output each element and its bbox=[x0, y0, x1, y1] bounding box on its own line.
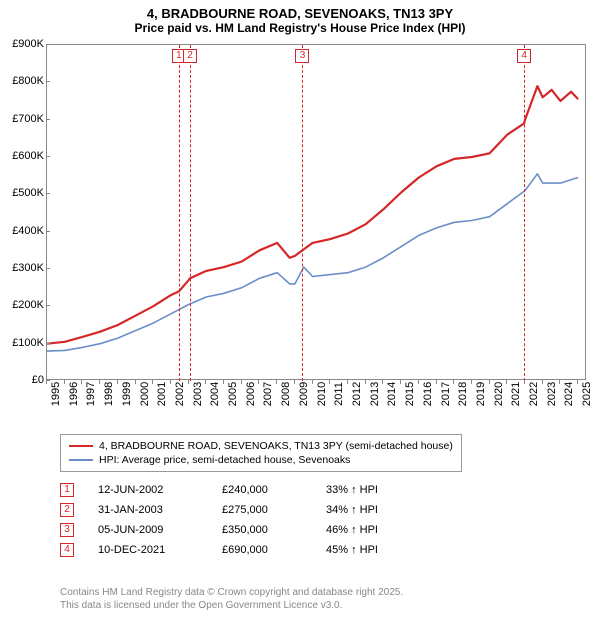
legend-item: 4, BRADBOURNE ROAD, SEVENOAKS, TN13 3PY … bbox=[69, 439, 453, 453]
transaction-row: 1 12-JUN-2002 £240,000 33% ↑ HPI bbox=[60, 480, 406, 500]
x-axis-tick-label: 2025 bbox=[581, 382, 593, 406]
legend-label: 4, BRADBOURNE ROAD, SEVENOAKS, TN13 3PY … bbox=[99, 440, 453, 452]
series-line bbox=[47, 174, 578, 351]
sale-marker-line bbox=[190, 45, 191, 381]
x-axis-tick-label: 2000 bbox=[139, 382, 151, 406]
y-axis-tick-label: £300K bbox=[0, 262, 44, 274]
transaction-date: 31-JAN-2003 bbox=[98, 504, 198, 516]
transaction-pct: 33% ↑ HPI bbox=[326, 484, 406, 496]
transaction-marker: 3 bbox=[60, 523, 74, 537]
y-axis-tick-label: £700K bbox=[0, 113, 44, 125]
transaction-price: £275,000 bbox=[222, 504, 302, 516]
x-axis-tick-label: 2015 bbox=[404, 382, 416, 406]
sale-marker-line bbox=[179, 45, 180, 381]
x-axis-tick-label: 2016 bbox=[422, 382, 434, 406]
transaction-row: 4 10-DEC-2021 £690,000 45% ↑ HPI bbox=[60, 540, 406, 560]
legend-swatch bbox=[69, 445, 93, 447]
x-axis-tick-label: 2003 bbox=[192, 382, 204, 406]
chart-title-1: 4, BRADBOURNE ROAD, SEVENOAKS, TN13 3PY bbox=[0, 0, 600, 21]
chart-container: 4, BRADBOURNE ROAD, SEVENOAKS, TN13 3PY … bbox=[0, 0, 600, 620]
x-axis-tick-label: 2022 bbox=[528, 382, 540, 406]
x-axis-tick-label: 2006 bbox=[245, 382, 257, 406]
x-axis-tick-label: 2014 bbox=[386, 382, 398, 406]
x-axis-tick-label: 2018 bbox=[457, 382, 469, 406]
y-axis-tick-label: £100K bbox=[0, 337, 44, 349]
y-axis-tick-label: £400K bbox=[0, 225, 44, 237]
x-axis-tick-label: 2012 bbox=[351, 382, 363, 406]
y-axis-tick-label: £900K bbox=[0, 38, 44, 50]
x-axis-tick-label: 2001 bbox=[156, 382, 168, 406]
y-axis-tick-label: £800K bbox=[0, 75, 44, 87]
x-axis-tick-label: 2013 bbox=[369, 382, 381, 406]
x-axis-tick-label: 2002 bbox=[174, 382, 186, 406]
legend-item: HPI: Average price, semi-detached house,… bbox=[69, 453, 453, 467]
y-axis-tick-label: £0 bbox=[0, 374, 44, 386]
x-axis-tick-label: 1999 bbox=[121, 382, 133, 406]
sale-marker-box: 4 bbox=[517, 49, 531, 63]
transaction-marker: 4 bbox=[60, 543, 74, 557]
x-axis-tick-label: 1995 bbox=[50, 382, 62, 406]
transaction-row: 2 31-JAN-2003 £275,000 34% ↑ HPI bbox=[60, 500, 406, 520]
x-axis-tick-label: 2004 bbox=[209, 382, 221, 406]
transaction-marker: 1 bbox=[60, 483, 74, 497]
transaction-pct: 34% ↑ HPI bbox=[326, 504, 406, 516]
series-line bbox=[47, 86, 578, 344]
legend: 4, BRADBOURNE ROAD, SEVENOAKS, TN13 3PY … bbox=[60, 434, 462, 472]
transaction-price: £350,000 bbox=[222, 524, 302, 536]
y-axis-tick-label: £600K bbox=[0, 150, 44, 162]
x-axis-tick-label: 2009 bbox=[298, 382, 310, 406]
transaction-date: 12-JUN-2002 bbox=[98, 484, 198, 496]
chart-title-2: Price paid vs. HM Land Registry's House … bbox=[0, 21, 600, 39]
attribution-line: Contains HM Land Registry data © Crown c… bbox=[60, 586, 403, 599]
x-axis-tick-label: 2005 bbox=[227, 382, 239, 406]
attribution-text: Contains HM Land Registry data © Crown c… bbox=[60, 586, 403, 612]
x-axis-tick-label: 2020 bbox=[493, 382, 505, 406]
transaction-table: 1 12-JUN-2002 £240,000 33% ↑ HPI 2 31-JAN-200… bbox=[60, 480, 406, 560]
sale-marker-line bbox=[524, 45, 525, 381]
x-axis-tick-label: 1996 bbox=[68, 382, 80, 406]
line-chart-svg bbox=[47, 45, 587, 381]
transaction-date: 05-JUN-2009 bbox=[98, 524, 198, 536]
transaction-pct: 45% ↑ HPI bbox=[326, 544, 406, 556]
transaction-pct: 46% ↑ HPI bbox=[326, 524, 406, 536]
x-axis-tick-label: 1998 bbox=[103, 382, 115, 406]
sale-marker-line bbox=[302, 45, 303, 381]
x-axis-tick-label: 2024 bbox=[563, 382, 575, 406]
x-axis-tick-label: 2007 bbox=[262, 382, 274, 406]
x-axis-tick-label: 2023 bbox=[546, 382, 558, 406]
transaction-price: £240,000 bbox=[222, 484, 302, 496]
x-axis-tick-label: 2008 bbox=[280, 382, 292, 406]
x-axis-tick-label: 2010 bbox=[316, 382, 328, 406]
x-axis-tick-label: 2017 bbox=[440, 382, 452, 406]
transaction-row: 3 05-JUN-2009 £350,000 46% ↑ HPI bbox=[60, 520, 406, 540]
x-axis-tick-label: 1997 bbox=[85, 382, 97, 406]
transaction-marker: 2 bbox=[60, 503, 74, 517]
transaction-price: £690,000 bbox=[222, 544, 302, 556]
x-axis-tick-label: 2019 bbox=[475, 382, 487, 406]
plot-area: 1234 bbox=[46, 44, 586, 380]
legend-label: HPI: Average price, semi-detached house,… bbox=[99, 454, 350, 466]
sale-marker-box: 3 bbox=[295, 49, 309, 63]
sale-marker-box: 2 bbox=[183, 49, 197, 63]
transaction-date: 10-DEC-2021 bbox=[98, 544, 198, 556]
x-axis-tick-label: 2011 bbox=[333, 382, 345, 406]
attribution-line: This data is licensed under the Open Gov… bbox=[60, 599, 403, 612]
y-axis-tick-label: £200K bbox=[0, 299, 44, 311]
y-axis-tick-label: £500K bbox=[0, 187, 44, 199]
x-axis-tick-label: 2021 bbox=[510, 382, 522, 406]
legend-swatch bbox=[69, 459, 93, 461]
